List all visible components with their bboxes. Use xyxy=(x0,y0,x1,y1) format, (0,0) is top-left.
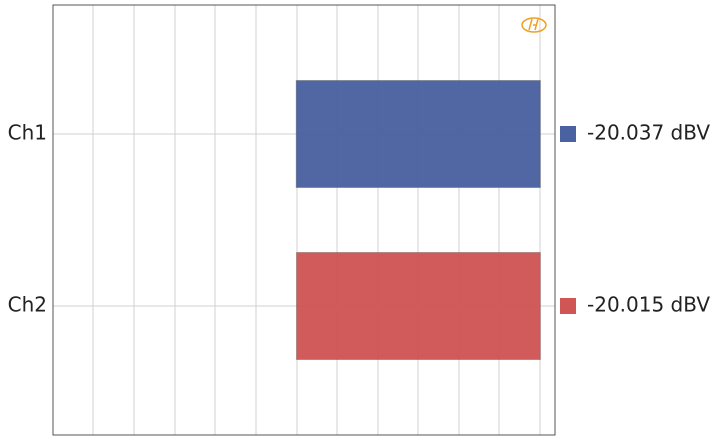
value-label: -20.037 dBV xyxy=(587,121,710,145)
bar xyxy=(295,80,541,188)
legend-swatch xyxy=(560,298,576,314)
logo-mark xyxy=(528,18,539,31)
legend-swatch xyxy=(560,126,576,142)
value-label: -20.015 dBV xyxy=(587,293,710,317)
plot-frame xyxy=(52,4,556,436)
bar xyxy=(296,252,541,360)
y-tick-label: Ch2 xyxy=(8,293,47,317)
logo-ring xyxy=(521,17,547,33)
marks xyxy=(53,80,555,360)
grid xyxy=(92,5,541,435)
y-tick-label: Ch1 xyxy=(8,121,47,145)
logo xyxy=(521,17,547,33)
